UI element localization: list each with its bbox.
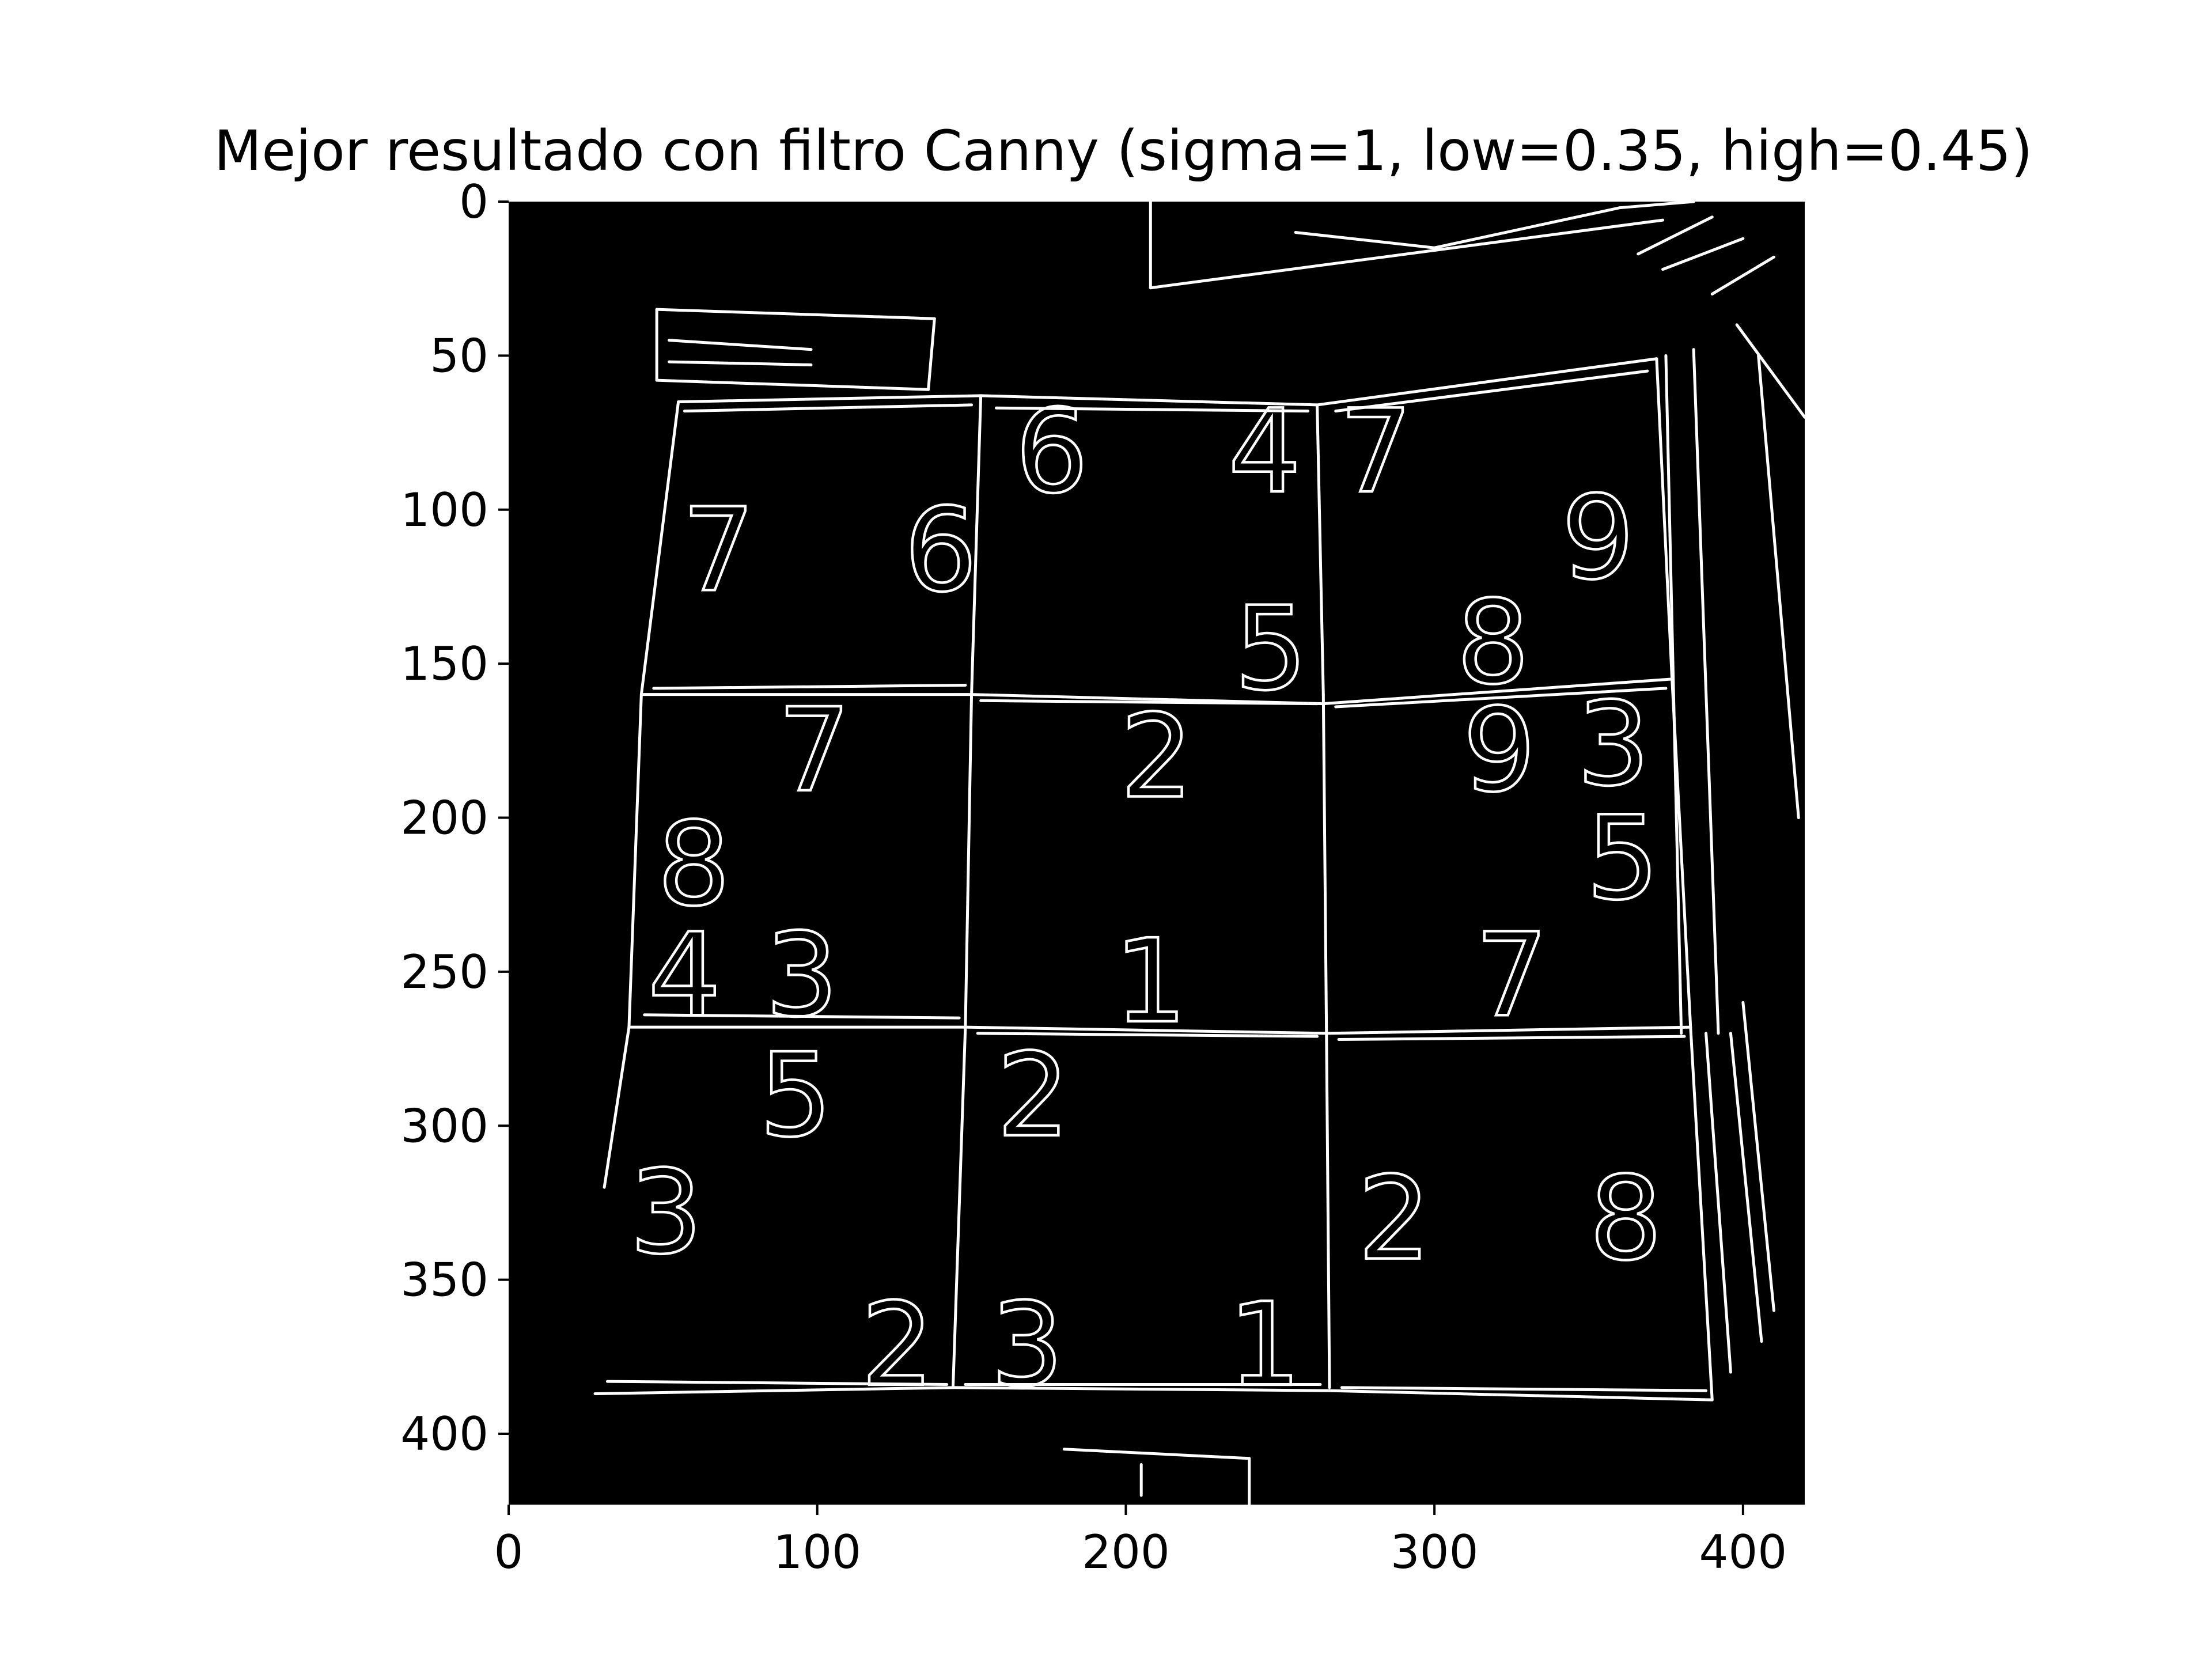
edge-line [1316,357,1658,407]
edge-line [1328,1389,1714,1402]
edge-line [979,699,1319,706]
y-tick-label: 250 [400,945,488,999]
sudoku-digit: 4 [1228,385,1301,519]
edge-line [593,1386,955,1395]
edge-line [605,1380,949,1386]
sudoku-digit: 5 [1586,791,1659,926]
sudoku-digit: 4 [648,908,721,1043]
sudoku-digit: 3 [765,908,838,1043]
edge-line [1689,1025,1714,1402]
edge-line [976,1032,1319,1038]
sudoku-digit: 7 [682,483,755,618]
edge-line [1337,1035,1686,1041]
sudoku-digit: 3 [1577,677,1650,812]
y-tick-label: 300 [400,1099,488,1153]
edge-line [1705,1032,1732,1374]
edge-line [668,360,813,366]
sudoku-digit: 3 [630,1146,703,1280]
sudoku-digit: 2 [1358,1152,1431,1286]
edge-line [1735,323,1806,419]
sudoku-digit: 9 [1463,684,1536,818]
image-area [509,202,1805,1505]
y-tick-label: 400 [400,1407,488,1461]
sudoku-digit: 2 [861,1278,934,1412]
edge-line [655,378,930,391]
sudoku-digit: 6 [1015,385,1088,519]
edge-line [964,1025,1328,1035]
edge-lines [593,200,1806,1506]
sudoku-digit: 3 [990,1278,1063,1412]
x-tick-label: 100 [773,1525,861,1579]
edge-line [1062,1448,1251,1460]
edge-line [1321,693,1328,1029]
y-tick-label: 50 [430,329,488,382]
x-axis: 0 100 200 300 400 [494,1505,1787,1579]
sudoku-digit: 7 [1339,385,1412,519]
edge-line [1149,218,1665,290]
edge-line [979,394,1319,407]
edge-line [1618,200,1695,210]
edge-line [1321,677,1674,706]
edge-line [1710,255,1775,296]
edge-line [1325,1025,1692,1035]
edge-line [677,394,983,404]
edge-line [603,1025,631,1189]
x-tick-label: 300 [1391,1525,1479,1579]
image-axes: 6 4 77 6 95 87 2 9 38 54 3 1 75 23 2 82 3 1 0 100 200 300 400… [400,175,1806,1579]
edge-line [1637,215,1714,256]
sudoku-digit: 2 [997,1029,1070,1163]
edge-line [683,403,974,413]
x-tick-label: 400 [1699,1525,1787,1579]
edge-line [1692,348,1720,1035]
sudoku-digit: 2 [1120,690,1193,824]
edge-line [655,308,936,320]
y-axis: 0 50 100 150 200 250 300 350 400 [400,175,509,1461]
edge-line [639,400,680,696]
figure-title: Mejor resultado con filtro Canny (sigma=… [214,119,2032,183]
sudoku-digit: 7 [778,684,851,818]
edge-line [1757,354,1800,820]
y-tick-label: 150 [400,637,488,691]
y-tick-label: 0 [459,175,488,229]
sudoku-digit: 9 [1561,471,1634,605]
sudoku-digit: 8 [657,798,730,932]
edge-line [1316,403,1325,696]
x-tick-label: 200 [1082,1525,1170,1579]
edge-line [964,693,974,1029]
y-tick-label: 100 [400,483,488,537]
edge-line [627,693,643,1029]
sudoku-digit: 1 [1228,1278,1301,1412]
sudoku-digit: 1 [1114,915,1187,1049]
sudoku-digit: 8 [1456,576,1529,710]
edge-line [1655,357,1674,681]
edge-line [1325,1025,1331,1389]
edge-line [1729,1032,1763,1343]
sudoku-digit: 6 [904,483,977,618]
edge-line [1340,1386,1708,1392]
sudoku-digit: 8 [1589,1152,1662,1286]
edge-line [1741,1001,1775,1312]
sudoku-digit: 5 [759,1029,832,1163]
edge-line [668,339,813,351]
edge-line [1334,369,1649,413]
edge-line [951,1386,1331,1392]
edge-line [970,394,983,696]
sudoku-digit: 7 [1475,908,1548,1043]
edge-line [1433,206,1622,249]
y-tick-label: 350 [400,1253,488,1307]
edge-line [1661,237,1745,271]
edge-line [1334,687,1668,709]
edge-line [643,1013,961,1020]
sudoku-digits: 6 4 77 6 95 87 2 9 38 54 3 1 75 23 2 82 3 1 [628,384,1664,1414]
edge-line [652,684,967,690]
y-tick-label: 200 [400,791,488,845]
edge-line [994,406,1309,413]
edge-line [1664,354,1683,1035]
edge-line [1294,230,1436,249]
edge-line [927,317,936,391]
sudoku-digit: 5 [1234,582,1308,716]
edge-line [951,1025,967,1389]
x-tick-label: 0 [494,1525,524,1579]
